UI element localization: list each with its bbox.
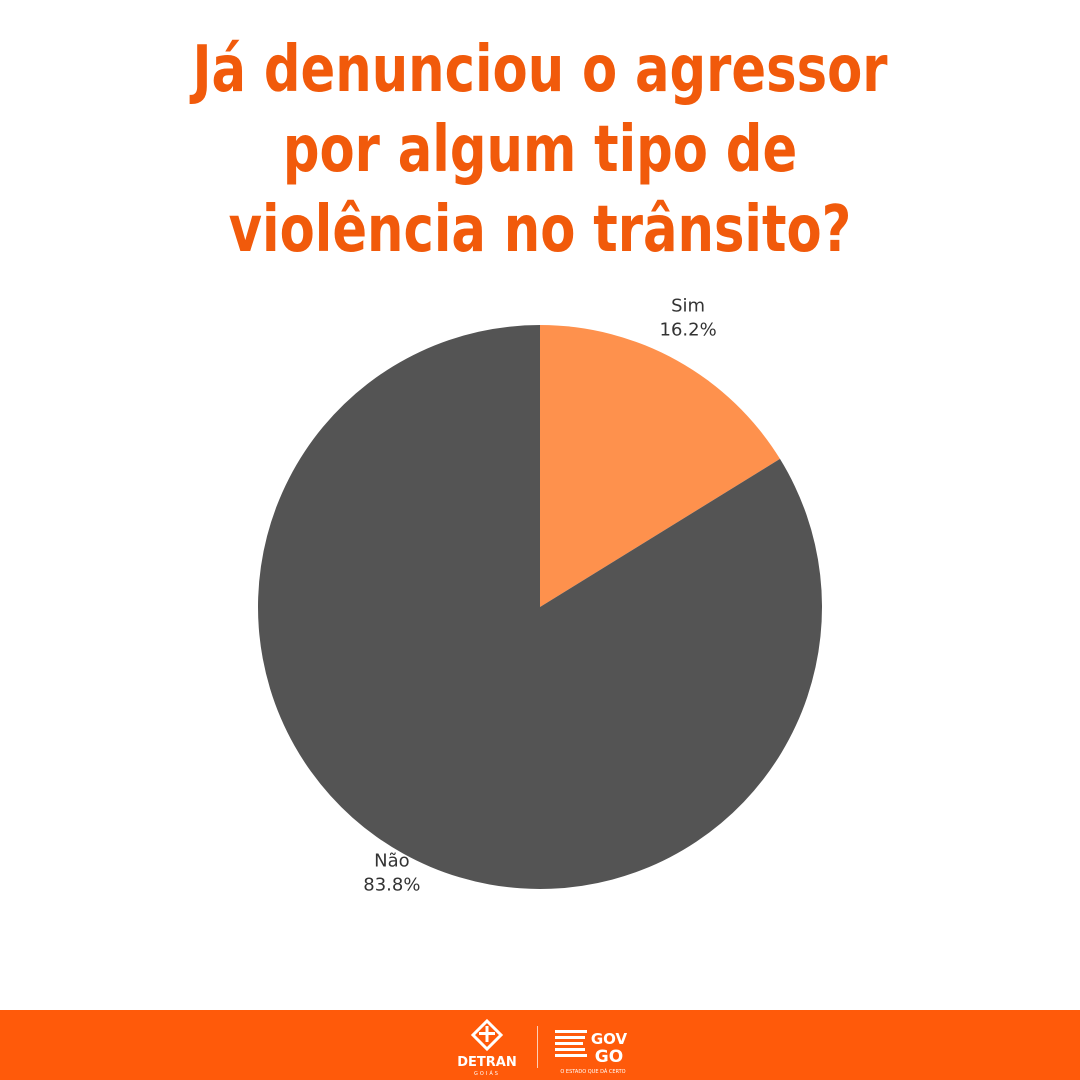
detran-logo: DETRAN GOIÁS	[457, 1018, 517, 1077]
slice-label-sim: Sim	[671, 296, 705, 317]
detran-logo-text: DETRAN	[457, 1055, 517, 1070]
pie-slice-sim	[540, 325, 780, 607]
slice-label-nao: Não	[374, 850, 410, 871]
go-logo-text: GO	[595, 1047, 623, 1067]
pie-chart: Sim 16.2% Não 83.8%	[258, 296, 823, 895]
gov-logo-subtext: O ESTADO QUE DÁ CERTO	[560, 1068, 625, 1075]
pie-slice-nao	[258, 325, 823, 889]
detran-emblem-icon	[470, 1018, 504, 1052]
slice-value-sim: 16.2%	[660, 320, 717, 341]
detran-logo-subtext: GOIÁS	[474, 1070, 500, 1077]
slice-value-nao: 83.8%	[363, 874, 420, 895]
goias-flag-icon	[555, 1030, 587, 1057]
chart-title: Já denunciou o agressor por algum tipo d…	[192, 33, 888, 267]
gov-logo-text: GOV	[591, 1030, 628, 1048]
logo-divider	[537, 1026, 538, 1068]
footer-bar: DETRAN GOIÁS GOV GO O ESTADO QUE DÁ CERT…	[0, 1010, 1080, 1080]
gov-go-logo: GOV GO O ESTADO QUE DÁ CERTO	[555, 1030, 628, 1075]
